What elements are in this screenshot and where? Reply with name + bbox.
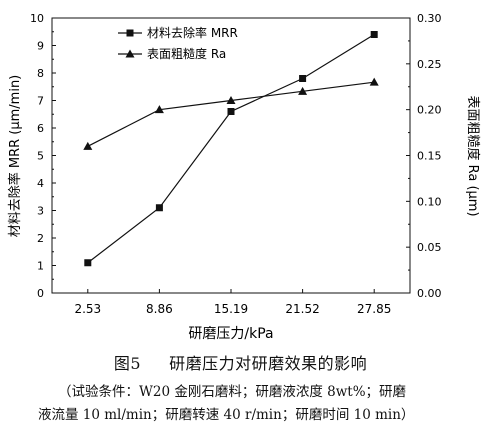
figure-caption: 图5 研磨压力对研磨效果的影响 <box>0 350 481 374</box>
left-y-axis-label: 材料去除率 MRR (μm/min) <box>7 75 23 238</box>
square-marker <box>299 75 307 82</box>
x-tick-label: 27.85 <box>357 302 391 316</box>
square-marker <box>126 29 134 37</box>
plot-area <box>51 17 411 294</box>
left-y-tick-label: 5 <box>37 150 44 163</box>
triangle-marker <box>298 86 308 95</box>
figure-label: 图5 <box>113 354 142 373</box>
left-y-tick-label: 0 <box>37 287 44 300</box>
right-y-tick-label: 0.00 <box>417 287 442 300</box>
left-y-axis: 0 1 2 3 4 5 6 7 8 9 10 <box>30 12 56 300</box>
triangle-marker <box>125 49 135 58</box>
left-y-tick-label: 4 <box>37 177 44 190</box>
legend: 材料去除率 MRR 表面粗糙度 Ra <box>118 25 238 61</box>
left-y-tick-label: 2 <box>37 232 44 245</box>
right-y-tick-label: 0.25 <box>417 58 442 71</box>
left-y-tick-label: 6 <box>37 122 44 135</box>
figure-note-line-2: 液流量 10 ml/min；研磨转速 40 r/min；研磨时间 10 min） <box>38 407 415 423</box>
right-y-axis-label: 表面粗糙度 Ra (μm) <box>465 95 481 216</box>
square-marker <box>84 259 92 267</box>
triangle-marker <box>369 77 379 86</box>
square-marker <box>155 204 163 212</box>
triangle-marker <box>226 96 236 104</box>
left-y-tick-label: 3 <box>37 205 44 218</box>
x-tick-label: 2.53 <box>74 302 101 316</box>
x-axis: 2.53 8.86 15.19 21.52 27.85 <box>74 289 391 316</box>
left-y-tick-label: 8 <box>37 67 44 80</box>
figure-note-line-1: （试验条件：W20 金刚石磨料；研磨液浓度 8wt%；研磨 <box>58 384 407 400</box>
x-tick-label: 15.19 <box>214 302 248 316</box>
triangle-marker <box>83 141 93 150</box>
left-y-tick-label: 7 <box>37 95 44 108</box>
right-y-tick-label: 0.20 <box>417 104 442 117</box>
series-line-mrr <box>87 33 375 264</box>
right-y-tick-label: 0.15 <box>417 150 442 163</box>
chart: 0 1 2 3 4 5 6 7 8 9 10 0.00 0.05 0.10 0.15 0.20 0.25 0.3… <box>7 12 481 342</box>
legend-label: 材料去除率 MRR <box>147 25 238 40</box>
legend-label: 表面粗糙度 Ra <box>147 46 226 61</box>
right-y-axis: 0.00 0.05 0.10 0.15 0.20 0.25 0.30 <box>406 12 442 300</box>
left-y-tick-label: 1 <box>37 260 44 273</box>
left-y-tick-label: 9 <box>37 40 44 53</box>
left-y-tick-label: 10 <box>30 12 44 25</box>
x-axis-label: 研磨压力/kPa <box>188 326 273 342</box>
right-y-tick-label: 0.10 <box>417 195 442 208</box>
right-y-tick-label: 0.05 <box>417 241 442 254</box>
triangle-marker <box>154 105 164 114</box>
x-tick-label: 21.52 <box>285 302 319 316</box>
square-marker <box>370 31 378 38</box>
right-y-tick-label: 0.30 <box>417 12 442 25</box>
figure-title: 研磨压力对研磨效果的影响 <box>169 354 368 373</box>
square-marker <box>227 108 235 115</box>
x-tick-label: 8.86 <box>146 302 173 316</box>
